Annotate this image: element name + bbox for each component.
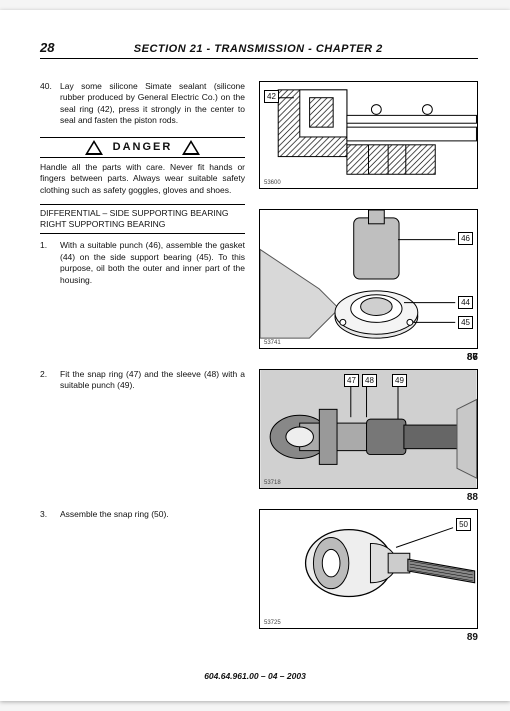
section-line1: DIFFERENTIAL – SIDE SUPPORTING BEARING [40,208,245,219]
callout-45: 45 [458,316,473,329]
figure-87: 46 44 45 53741 [259,209,478,349]
step-text: Lay some silicone Simate sealant (silico… [60,81,245,127]
fig-id: 53725 [264,620,281,626]
warning-icon [85,140,103,155]
figure-number: 87 [467,352,478,363]
figure-col: 50 53725 89 [259,509,478,629]
step-text: Fit the snap ring (47) and the sleeve (4… [60,369,245,392]
step-text: With a suitable punch (46), assemble the… [60,240,245,286]
page-number: 28 [40,40,54,55]
fig89-svg [260,510,477,628]
figure-88: 47 48 49 53718 [259,369,478,489]
fig87-svg [260,210,477,348]
callout-50: 50 [456,518,471,531]
page-header: 28 SECTION 21 - TRANSMISSION - CHAPTER 2 [40,40,478,59]
section-heading: DIFFERENTIAL – SIDE SUPPORTING BEARING R… [40,204,245,234]
callout-48: 48 [362,374,377,387]
callout-47: 47 [344,374,359,387]
danger-label: DANGER [113,140,173,155]
callout-44: 44 [458,296,473,309]
text-col: 40. Lay some silicone Simate sealant (si… [40,81,245,286]
figure-col: 42 53600 86 [259,81,478,349]
fig-id: 53600 [264,180,281,186]
figure-number: 89 [467,632,478,643]
callout-49: 49 [392,374,407,387]
step-num: 1. [40,240,54,286]
warning-icon [182,140,200,155]
figure-col: 47 48 49 53718 88 [259,369,478,489]
callout-42: 42 [264,90,279,103]
row-step2: 2. Fit the snap ring (47) and the sleeve… [40,369,478,489]
fig-id: 53741 [264,340,281,346]
page-footer: 604.64.961.00 – 04 – 2003 [0,671,510,681]
callout-46: 46 [458,232,473,245]
header-title: SECTION 21 - TRANSMISSION - CHAPTER 2 [134,43,383,55]
page: 28 SECTION 21 - TRANSMISSION - CHAPTER 2… [0,10,510,701]
figure-86: 42 53600 [259,81,478,189]
row-step40: 40. Lay some silicone Simate sealant (si… [40,81,478,349]
danger-box: DANGER Handle all the parts with care. N… [40,137,245,196]
fig88-svg [260,370,477,488]
figure-89: 50 53725 [259,509,478,629]
figure-number: 88 [467,492,478,503]
text-col: 2. Fit the snap ring (47) and the sleeve… [40,369,245,392]
danger-header: DANGER [40,137,245,158]
step-num: 2. [40,369,54,392]
danger-text: Handle all the parts with care. Never fi… [40,162,245,196]
section-line2: RIGHT SUPPORTING BEARING [40,219,245,230]
fig86-svg [260,82,477,188]
step-text: Assemble the snap ring (50). [60,509,169,520]
text-col: 3. Assemble the snap ring (50). [40,509,245,520]
step-num: 3. [40,509,54,520]
fig-id: 53718 [264,480,281,486]
step-num: 40. [40,81,54,127]
row-step3: 3. Assemble the snap ring (50). [40,509,478,629]
